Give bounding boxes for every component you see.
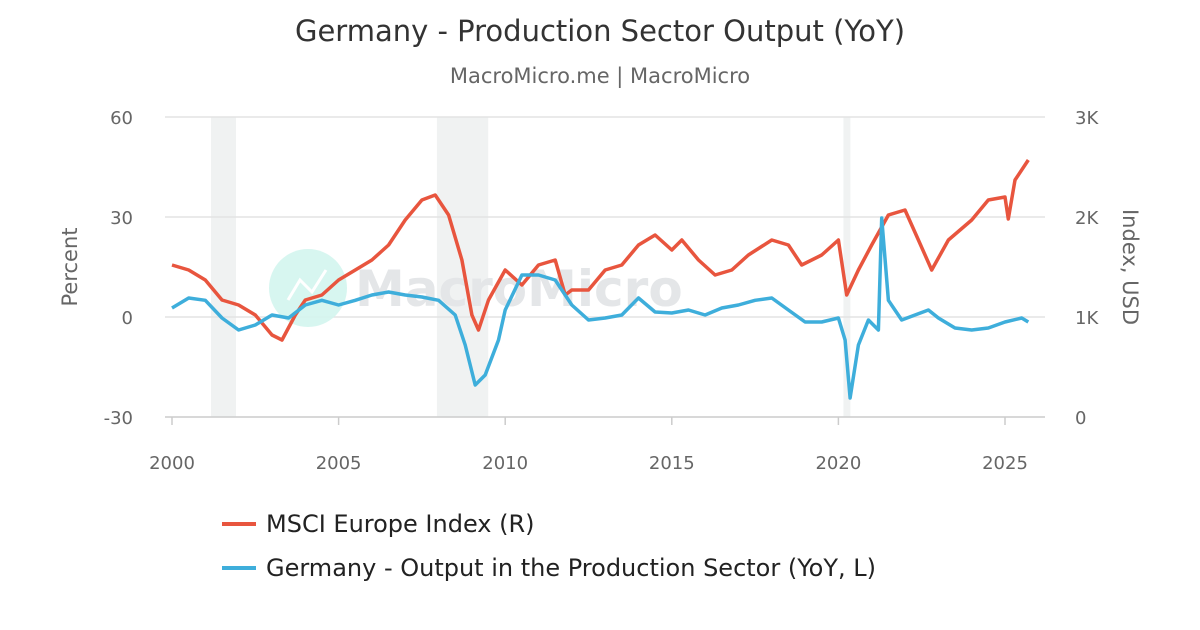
y-axis-label-right: Index, USD	[1118, 209, 1142, 325]
x-tick-label: 2010	[482, 453, 528, 474]
watermark-logo-icon	[286, 269, 328, 301]
chart-title: Germany - Production Sector Output (YoY)	[294, 14, 906, 48]
legend-item-germany-output[interactable]: Germany - Output in the Production Secto…	[222, 554, 876, 582]
y-tick-left: 30	[110, 208, 133, 229]
x-tick-label: 2000	[149, 453, 195, 474]
recession-band	[210, 117, 236, 417]
y-tick-right: 2K	[1075, 208, 1099, 229]
y-tick-left: -30	[104, 408, 133, 429]
y-tick-left: 60	[110, 108, 133, 129]
recession-band	[843, 117, 851, 417]
legend-item-msci[interactable]: MSCI Europe Index (R)	[222, 510, 535, 538]
x-tick-label: 2025	[982, 453, 1028, 474]
y-axis-label-left: Percent	[58, 227, 82, 306]
legend-label: MSCI Europe Index (R)	[266, 510, 535, 538]
legend-swatch-blue	[222, 566, 256, 570]
x-tick-label: 2020	[815, 453, 861, 474]
y-tick-left: 0	[122, 308, 133, 329]
y-tick-right: 3K	[1075, 108, 1099, 129]
legend-swatch-red	[222, 522, 256, 526]
legend-label: Germany - Output in the Production Secto…	[266, 554, 877, 582]
chart-subtitle: MacroMicro.me | MacroMicro	[449, 64, 751, 88]
series-line-msci-europe	[171, 159, 1030, 342]
series-line-germany-output	[171, 216, 1030, 400]
watermark-text: MacroMicro	[355, 260, 683, 318]
y-tick-right: 0	[1075, 408, 1086, 429]
x-tick-label: 2015	[649, 453, 695, 474]
y-tick-right: 1K	[1075, 308, 1099, 329]
x-tick-label: 2005	[316, 453, 362, 474]
